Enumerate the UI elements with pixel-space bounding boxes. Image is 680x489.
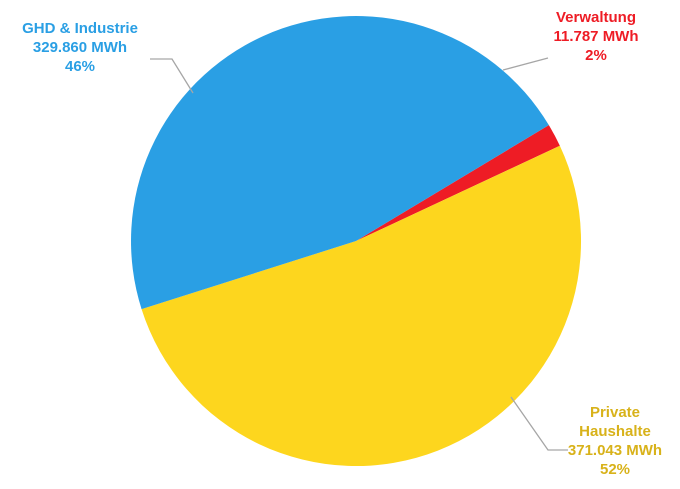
slice-labels: Verwaltung 11.787 MWh 2% Private Haushalte 37… [22, 9, 662, 478]
leader-line-private-haushalte [510, 396, 568, 451]
label-private-haushalte: Private Haushalte 371.043 MWh 52% [568, 404, 662, 478]
leader-line-ghd-industrie [150, 58, 194, 94]
leader-line-verwaltung [502, 57, 549, 71]
label-ghd-industrie-name: GHD & Industrie [22, 20, 138, 37]
label-ghd-industrie-value: 329.860 MWh [33, 39, 127, 56]
label-verwaltung-name: Verwaltung [556, 9, 636, 26]
label-verwaltung-percent: 2% [585, 47, 607, 64]
label-ghd-industrie-percent: 46% [65, 58, 95, 75]
label-private-haushalte-value: 371.043 MWh [568, 442, 662, 459]
label-private-haushalte-name: Haushalte [579, 423, 651, 440]
slice-verwaltung [356, 125, 560, 241]
label-ghd-industrie: GHD & Industrie 329.860 MWh 46% [22, 20, 138, 75]
slice-ghd-industrie [131, 16, 549, 310]
slice-private-haushalte [141, 145, 582, 467]
pie-slices [131, 16, 582, 467]
label-private-haushalte-percent: 52% [600, 461, 630, 478]
label-verwaltung: Verwaltung 11.787 MWh 2% [553, 9, 638, 64]
label-verwaltung-value: 11.787 MWh [553, 28, 638, 45]
label-private-haushalte-name: Private [590, 404, 640, 421]
